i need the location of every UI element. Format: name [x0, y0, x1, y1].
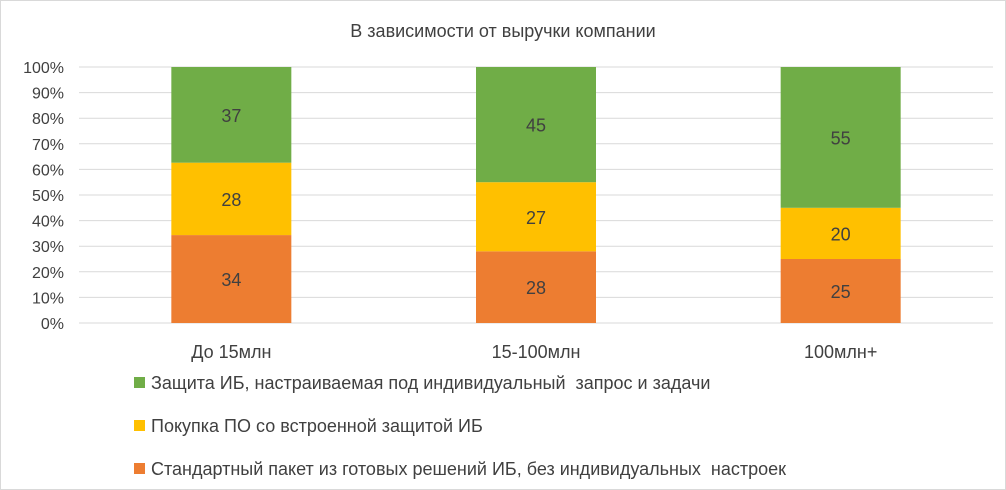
- y-tick-label: 50%: [32, 188, 64, 205]
- bar-segment: [476, 182, 596, 252]
- data-label: 45: [526, 116, 546, 136]
- y-tick-label: 90%: [32, 86, 64, 103]
- data-label: 28: [526, 278, 546, 298]
- bar-segment: [476, 67, 596, 183]
- legend-label: Защита ИБ, настраиваемая под индивидуаль…: [151, 373, 710, 393]
- bar-segment: [780, 67, 901, 208]
- legend-label: Стандартный пакет из готовых решений ИБ,…: [151, 459, 786, 479]
- y-tick-label: 0%: [41, 316, 64, 333]
- y-tick-label: 40%: [32, 214, 64, 231]
- bar-segment: [780, 207, 901, 259]
- bar-segment: [780, 259, 901, 323]
- y-tick-label: 10%: [32, 290, 64, 307]
- bar-segment: [171, 67, 292, 163]
- legend-swatch: [134, 377, 145, 388]
- y-tick-label: 80%: [32, 111, 64, 128]
- y-axis-ticks: 0% 10% 20% 30% 40% 50% 60% 70% 80% 90% 100%: [23, 60, 64, 333]
- y-tick-label: 70%: [32, 137, 64, 154]
- y-tick-label: 60%: [32, 162, 64, 179]
- bar-segment: [171, 235, 292, 323]
- legend-label: Покупка ПО со встроенной защитой ИБ: [151, 416, 483, 436]
- chart-title: В зависимости от выручки компании: [350, 21, 655, 41]
- data-label: 25: [831, 282, 851, 302]
- data-label: 37: [221, 106, 241, 126]
- legend-swatch: [134, 463, 145, 474]
- y-tick-label: 30%: [32, 239, 64, 256]
- data-label: 20: [831, 224, 851, 244]
- y-tick-label: 20%: [32, 265, 64, 282]
- legend: Защита ИБ, настраиваемая под индивидуаль…: [134, 373, 786, 479]
- data-label: 34: [221, 270, 241, 290]
- data-label: 28: [221, 190, 241, 210]
- data-labels: 34 28 37 28 27 45 25 20 55: [221, 106, 850, 302]
- data-label: 27: [526, 208, 546, 228]
- bar-segment: [171, 162, 292, 236]
- x-category-label: До 15млн: [191, 342, 271, 362]
- x-axis-categories: До 15млн 15-100млн 100млн+: [191, 342, 877, 362]
- bars: [171, 67, 901, 323]
- data-label: 55: [831, 128, 851, 148]
- x-category-label: 100млн+: [804, 342, 877, 362]
- y-tick-label: 100%: [23, 60, 64, 77]
- bar-segment: [476, 251, 596, 323]
- legend-swatch: [134, 420, 145, 431]
- x-category-label: 15-100млн: [492, 342, 581, 362]
